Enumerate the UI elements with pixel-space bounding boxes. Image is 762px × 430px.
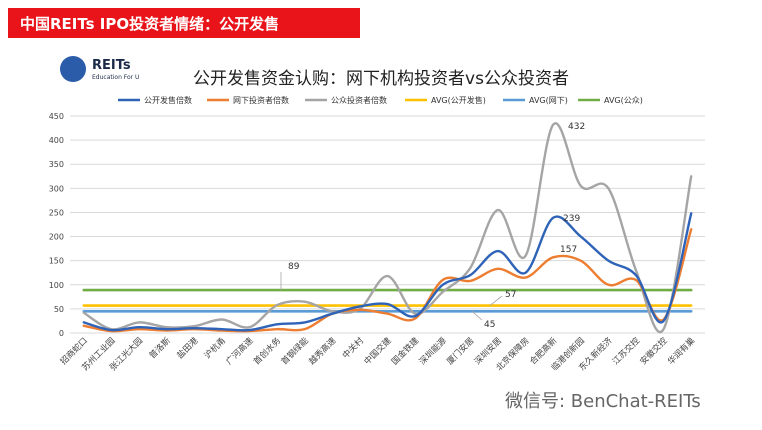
y-tick-label: 450 bbox=[49, 112, 64, 121]
data-label: 45 bbox=[484, 320, 495, 330]
x-tick-label: 安徽交控 bbox=[638, 335, 670, 367]
y-tick-label: 350 bbox=[49, 160, 64, 169]
y-tick-label: 400 bbox=[49, 136, 64, 145]
wechat-watermark: 微信号: BenChat-REITs bbox=[505, 391, 701, 412]
logo-mark-icon bbox=[60, 56, 86, 82]
x-tick-label: 普洛斯 bbox=[147, 335, 173, 361]
x-tick-label: 深圳能源 bbox=[417, 335, 449, 367]
x-tick-label: 厦门安居 bbox=[445, 335, 477, 367]
annotation-leader bbox=[489, 295, 503, 306]
legend-label: 公众投资者倍数 bbox=[331, 95, 387, 105]
y-axis-ticks: 0 50 100 150 200 250 300 350 400 450 bbox=[49, 112, 64, 338]
y-tick-label: 100 bbox=[49, 281, 64, 290]
banner-title: 中国REITs IPO投资者情绪：公开发售 bbox=[20, 15, 280, 33]
data-label: 239 bbox=[563, 214, 580, 224]
x-tick-label: 首创水务 bbox=[251, 335, 283, 367]
legend-label: AVG(公众) bbox=[604, 96, 643, 105]
x-tick-label: 沪杭甬 bbox=[202, 335, 228, 361]
x-tick-label: 广河高速 bbox=[224, 335, 256, 367]
legend-label: 公开发售倍数 bbox=[144, 95, 192, 105]
x-tick-label: 国金铁建 bbox=[389, 335, 421, 367]
x-tick-label: 越秀高速 bbox=[307, 335, 339, 367]
y-tick-label: 250 bbox=[49, 208, 64, 217]
chart-title: 公开发售资金认购：网下机构投资者vs公众投资者 bbox=[193, 69, 569, 89]
gridlines bbox=[70, 115, 705, 334]
data-label: 89 bbox=[288, 262, 300, 272]
x-axis-ticks: 招商蛇口苏州工业园张江光大园 普洛斯 盐田港 沪杭甬广河高速首创水务首钢绿能越秀高速中… bbox=[58, 335, 698, 373]
y-tick-label: 300 bbox=[49, 184, 64, 193]
reits-logo: REITs Education For U bbox=[60, 56, 170, 86]
y-tick-label: 0 bbox=[59, 329, 64, 338]
y-tick-label: 200 bbox=[49, 233, 64, 242]
y-tick-label: 150 bbox=[49, 257, 64, 266]
data-label: 157 bbox=[560, 245, 577, 255]
logo-name: REITs bbox=[92, 58, 131, 73]
x-tick-label: 中国交建 bbox=[362, 335, 394, 367]
logo-tagline: Education For U bbox=[92, 74, 140, 81]
data-label: 432 bbox=[568, 122, 585, 132]
x-tick-label: 盐田港 bbox=[175, 335, 201, 361]
section-banner: 中国REITs IPO投资者情绪：公开发售 bbox=[8, 8, 360, 38]
x-tick-label: 江苏交控 bbox=[610, 335, 642, 367]
series-lines bbox=[82, 122, 693, 334]
data-labels: 432 239 157 89 57 45 bbox=[280, 122, 585, 330]
legend-label: 网下投资者倍数 bbox=[233, 95, 289, 105]
data-label: 57 bbox=[505, 290, 516, 300]
x-tick-label: 首钢绿能 bbox=[279, 335, 311, 367]
series-line bbox=[82, 228, 693, 333]
series-line bbox=[82, 122, 693, 334]
legend-label: AVG(公开发售) bbox=[431, 95, 486, 105]
legend-label: AVG(网下) bbox=[529, 96, 568, 105]
legend: 公开发售倍数 网下投资者倍数 公众投资者倍数 AVG(公开发售) AVG(网下) AVG(… bbox=[118, 95, 643, 105]
annotation-leader bbox=[471, 310, 483, 321]
x-tick-label: 华润有巢 bbox=[665, 335, 697, 367]
y-tick-label: 50 bbox=[54, 305, 64, 314]
series-line bbox=[82, 212, 693, 332]
x-tick-label: 中关村 bbox=[340, 335, 366, 361]
